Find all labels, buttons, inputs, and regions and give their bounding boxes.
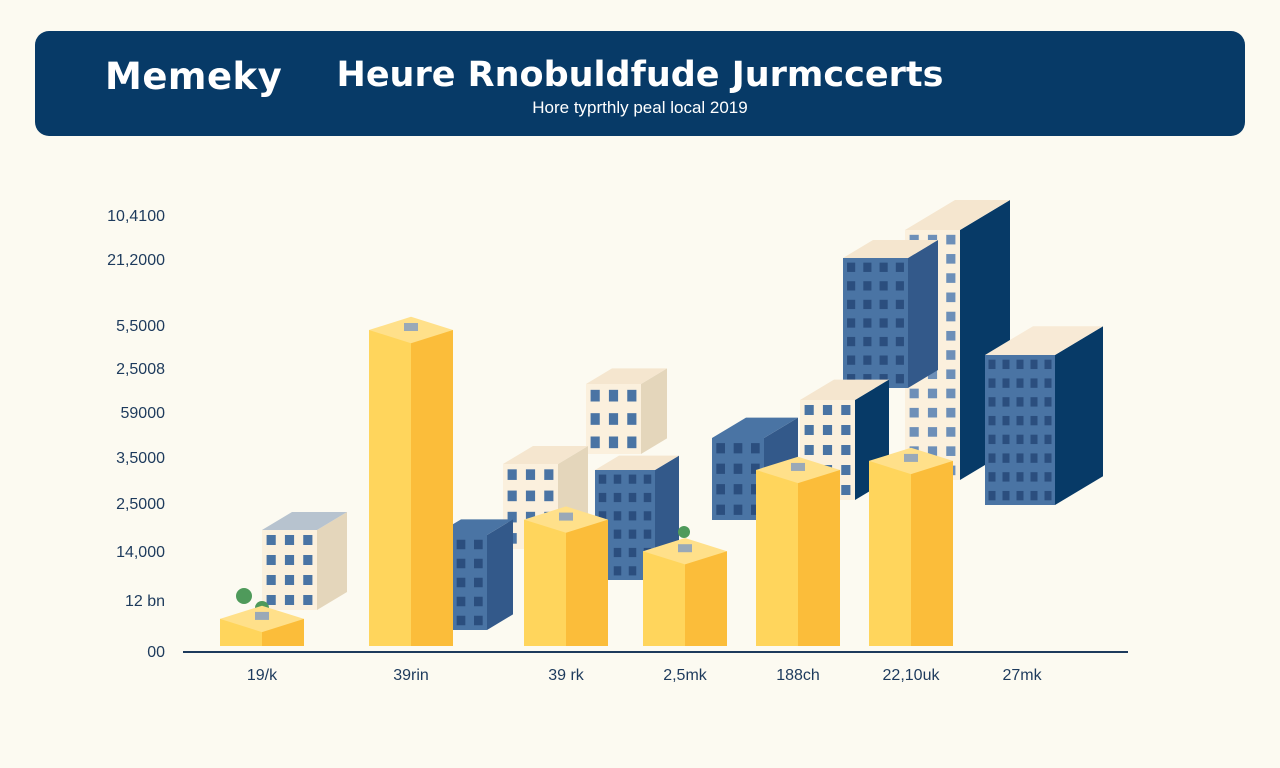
rooftop-unit-icon	[791, 462, 805, 471]
bar-series	[220, 316, 953, 646]
bar	[756, 456, 840, 646]
building-illustrations	[236, 200, 1103, 630]
bar	[643, 538, 727, 646]
bar-front	[756, 469, 798, 646]
bar-front	[524, 519, 566, 646]
bar	[220, 605, 304, 646]
rooftop-unit-icon	[404, 323, 418, 331]
bar-side	[911, 460, 953, 646]
y-axis-ticks: 10,4100 21,2000 5,5000 2,5008 59000 3,5000 2,5…	[107, 208, 165, 661]
bar	[869, 447, 953, 646]
x-tick-label: 19/k	[247, 667, 278, 684]
rooftop-unit-icon	[904, 453, 918, 462]
bar	[369, 316, 453, 646]
x-axis-ticks: 19/k 39rin 39 rk 2,5mk 188ch 22,10uk 27mk	[247, 667, 1043, 684]
chart-title: Heure Rnobuldfude Jurmccerts	[336, 55, 944, 95]
small-cream-building	[586, 368, 667, 454]
y-tick-label: 2,5000	[116, 496, 165, 513]
y-tick-label: 14,000	[116, 544, 165, 561]
right-block-building	[985, 326, 1103, 505]
rooftop-unit-icon	[255, 611, 269, 620]
corner-building	[262, 512, 347, 610]
bar-side	[411, 330, 453, 646]
bar	[524, 506, 608, 646]
header-banner: Memeky Heure Rnobuldfude Jurmccerts Hore…	[35, 31, 1245, 136]
y-tick-label: 10,4100	[107, 208, 165, 225]
x-tick-label: 39rin	[393, 667, 429, 684]
y-tick-label: 00	[147, 644, 165, 661]
y-tick-label: 3,5000	[116, 450, 165, 467]
y-tick-label: 59000	[121, 405, 166, 422]
bar-side	[798, 469, 840, 646]
x-tick-label: 22,10uk	[883, 667, 941, 684]
rooftop-unit-icon	[559, 512, 573, 521]
y-tick-label: 5,5000	[116, 318, 165, 335]
rooftop-unit-icon	[678, 544, 692, 553]
brand-name: Memeky	[105, 55, 283, 98]
chart-subtitle: Hore typrthly peal local 2019	[532, 98, 748, 117]
x-tick-label: 2,5mk	[663, 667, 708, 684]
bar-front	[869, 460, 911, 646]
x-tick-label: 27mk	[1002, 667, 1042, 684]
bar-side	[685, 551, 727, 646]
plant-icon	[236, 588, 252, 604]
y-tick-label: 12 bn	[125, 593, 165, 610]
bar-front	[643, 551, 685, 646]
x-tick-label: 188ch	[776, 667, 820, 684]
y-tick-label: 2,5008	[116, 361, 165, 378]
plant-icon	[678, 526, 690, 538]
bar-front	[369, 330, 411, 646]
bar-side	[566, 519, 608, 646]
y-tick-label: 21,2000	[107, 252, 165, 269]
blue-tower-building	[843, 240, 938, 388]
x-tick-label: 39 rk	[548, 667, 585, 684]
